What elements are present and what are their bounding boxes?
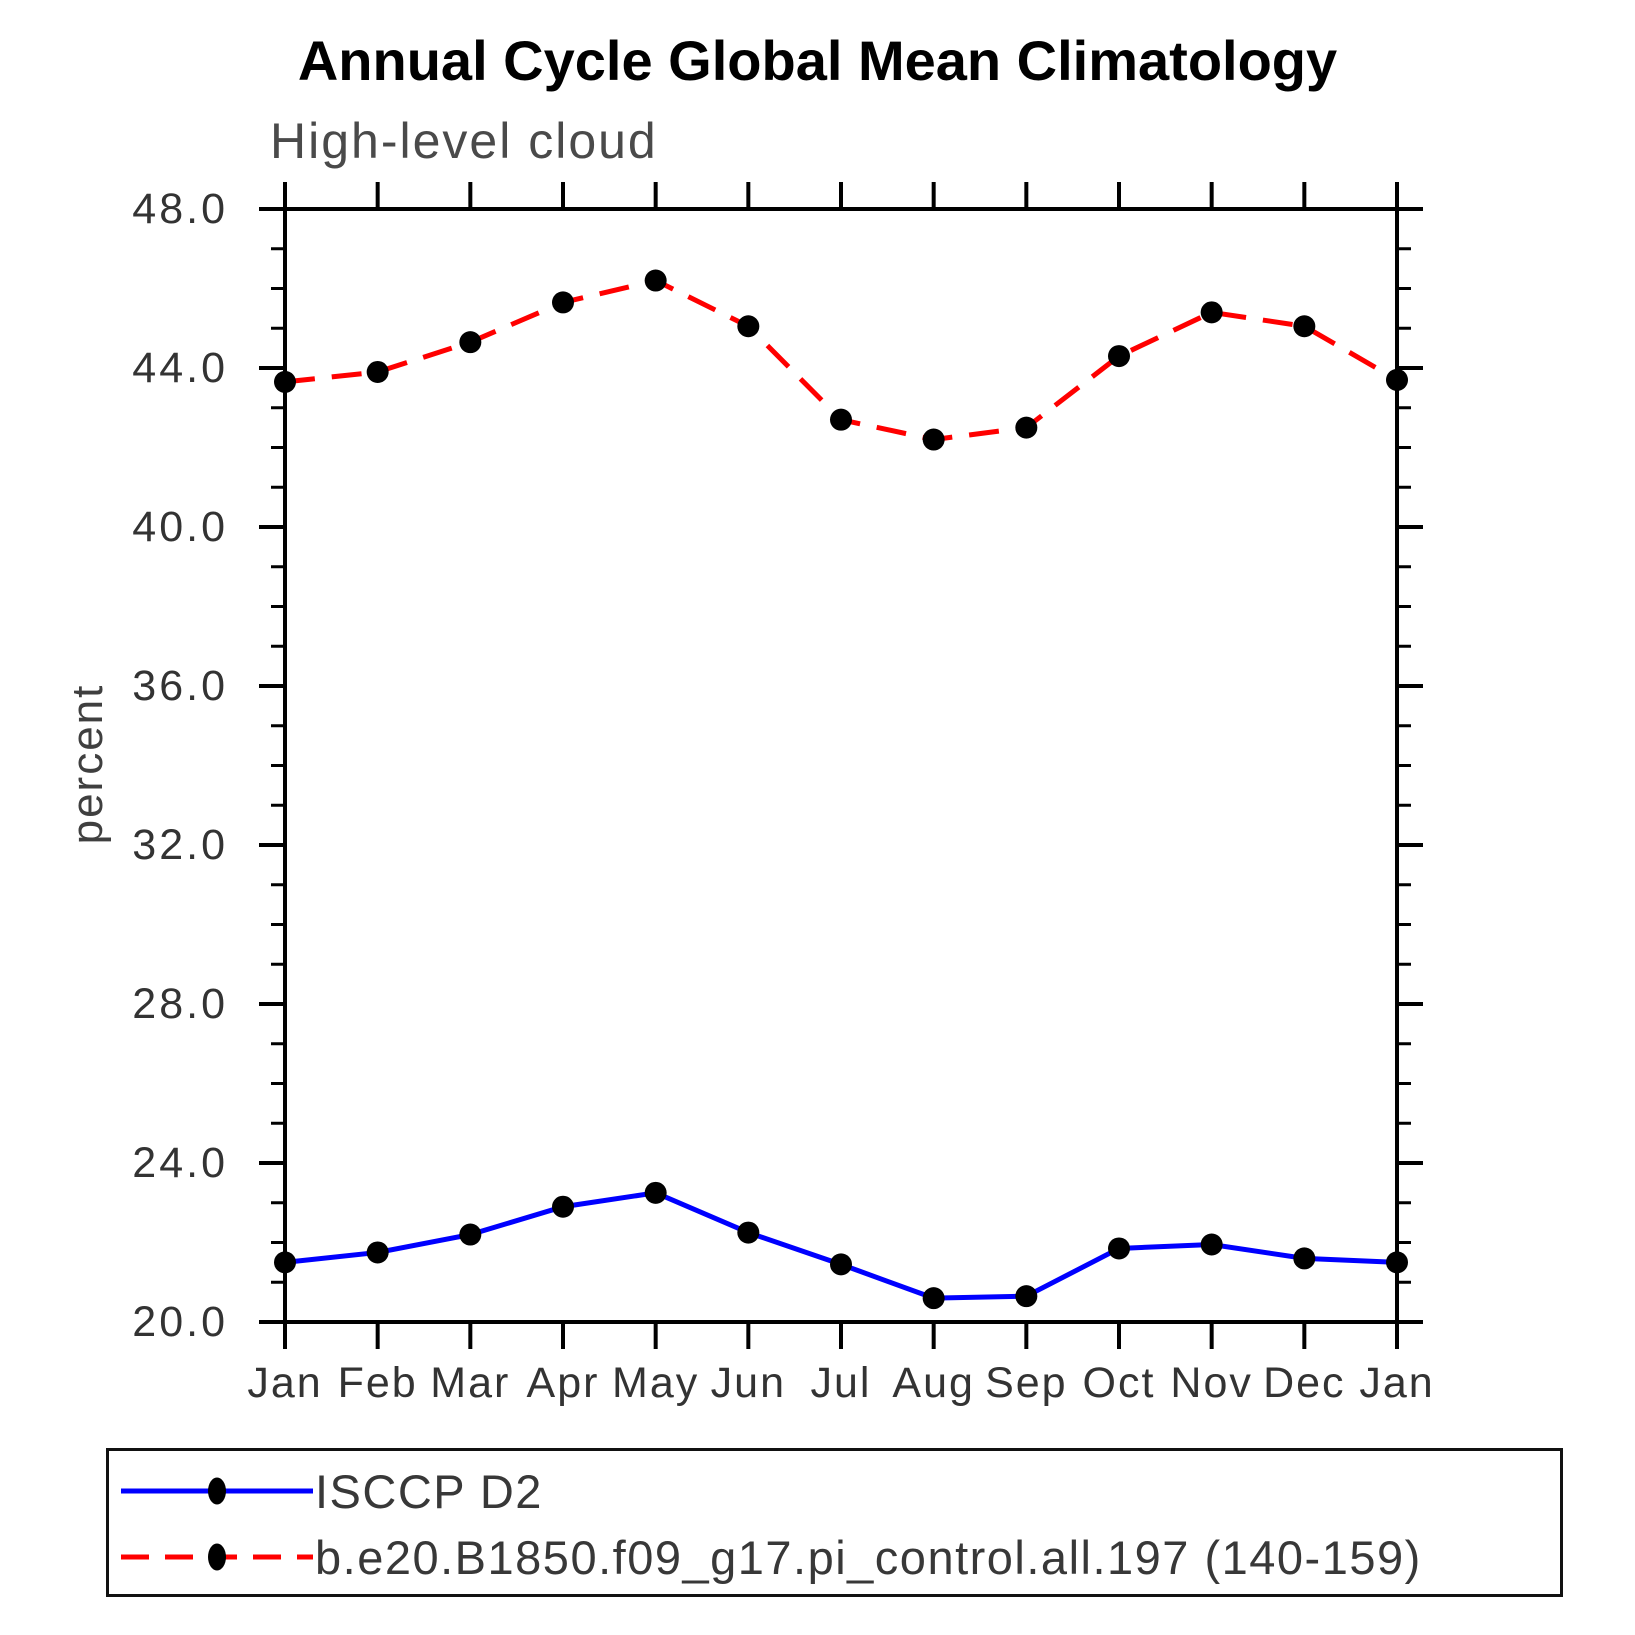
- legend: ISCCP D2 b.e20.B1850.f09_g17.pi_control.…: [106, 1448, 1563, 1597]
- series-0-marker: [922, 1287, 945, 1310]
- y-axis-tick-label: 48.0: [132, 185, 228, 233]
- series-0-marker: [830, 1253, 852, 1276]
- x-axis-tick-label: Dec: [1263, 1359, 1345, 1407]
- x-axis-tick-label: Jun: [711, 1359, 786, 1407]
- x-axis-tick-label: Oct: [1083, 1359, 1156, 1407]
- chart-subtitle: High-level cloud: [270, 113, 658, 169]
- series-0-marker: [1015, 1285, 1038, 1308]
- y-axis-tick-label: 32.0: [132, 821, 228, 869]
- x-axis-tick-label: Jan: [247, 1359, 322, 1407]
- series-1-marker: [737, 315, 760, 338]
- series-0-marker: [644, 1181, 667, 1204]
- legend-marker-icon: [208, 1543, 226, 1571]
- series-1-marker: [1108, 345, 1130, 368]
- series-0-marker: [1293, 1247, 1316, 1270]
- series-0-marker: [1386, 1251, 1408, 1274]
- x-axis-tick-label: Aug: [892, 1359, 975, 1407]
- legend-sample-dashed-line: [121, 1543, 313, 1571]
- x-axis-tick-label: May: [612, 1359, 699, 1407]
- series-1-marker: [644, 269, 667, 292]
- x-axis-tick-label: Feb: [338, 1359, 418, 1407]
- y-axis-tick-label: 44.0: [132, 344, 228, 392]
- plot-frame: [283, 207, 1399, 1324]
- series-1-marker: [1200, 301, 1223, 324]
- legend-label: b.e20.B1850.f09_g17.pi_control.all.197 (…: [315, 1530, 1422, 1584]
- x-axis-tick-label: Jul: [811, 1359, 872, 1407]
- series-1-marker: [366, 360, 389, 383]
- series-0-marker: [459, 1223, 482, 1246]
- series-1-marker: [1293, 315, 1316, 338]
- series-1-marker: [1015, 416, 1038, 439]
- series-1-marker: [1386, 368, 1408, 391]
- series-0-marker: [366, 1241, 389, 1264]
- series-1-marker: [552, 291, 574, 314]
- series-0-marker: [552, 1195, 574, 1218]
- series-0-marker: [274, 1251, 296, 1274]
- legend-marker-icon: [208, 1477, 226, 1505]
- chart-title: Annual Cycle Global Mean Climatology: [297, 29, 1338, 92]
- y-axis-tick-label: 40.0: [132, 503, 228, 551]
- series-0-marker: [737, 1221, 760, 1244]
- series-1-marker: [274, 370, 296, 393]
- series-0-marker: [1108, 1237, 1130, 1260]
- series-1-marker: [830, 408, 852, 431]
- y-axis-tick-label: 24.0: [132, 1139, 228, 1187]
- legend-item-isccp-d2: ISCCP D2: [119, 1458, 1560, 1524]
- y-axis-tick-label: 28.0: [132, 980, 228, 1028]
- series-1-marker: [922, 428, 945, 451]
- x-axis-tick-label: Apr: [527, 1359, 600, 1407]
- x-axis-tick-label: Mar: [430, 1359, 510, 1407]
- y-axis-tick-label: 20.0: [132, 1298, 228, 1346]
- x-axis-tick-label: Sep: [985, 1359, 1068, 1407]
- x-axis-tick-label: Jan: [1359, 1359, 1434, 1407]
- legend-item-model: b.e20.B1850.f09_g17.pi_control.all.197 (…: [119, 1524, 1560, 1590]
- series-1-marker: [459, 331, 482, 354]
- y-axis-tick-label: 36.0: [132, 662, 228, 710]
- series-0-marker: [1200, 1233, 1223, 1256]
- series-line-0: [284, 1190, 1398, 1301]
- x-axis-tick-label: Nov: [1170, 1359, 1252, 1407]
- legend-sample-solid-line: [121, 1477, 313, 1505]
- legend-label: ISCCP D2: [315, 1464, 543, 1518]
